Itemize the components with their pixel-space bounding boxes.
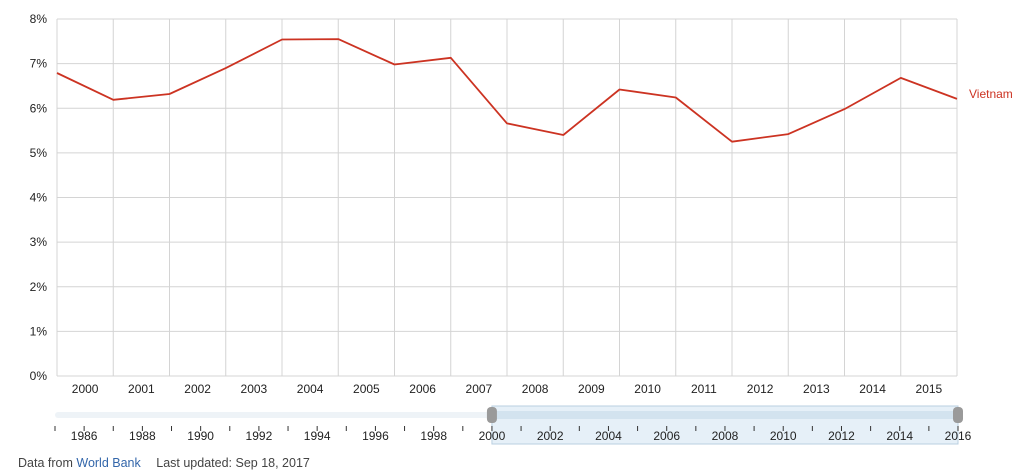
range-tick-label: 2008 (712, 429, 739, 443)
x-tick-label: 2012 (747, 382, 774, 396)
x-tick-label: 2014 (859, 382, 886, 396)
range-tick-label: 1988 (129, 429, 156, 443)
source-link[interactable]: World Bank (76, 456, 141, 470)
range-tick-label: 2002 (537, 429, 564, 443)
range-tick-label: 1990 (187, 429, 214, 443)
range-tick-label: 1998 (420, 429, 447, 443)
range-tick-label: 1986 (71, 429, 98, 443)
x-tick-label: 2003 (241, 382, 268, 396)
x-tick-label: 2013 (803, 382, 830, 396)
y-axis-tick-labels: 0% 1% 2% 3% 4% 5% 6% 7% 8% (30, 12, 48, 383)
x-axis-tick-labels: 2000 2001 2002 2003 2004 2005 2006 2007 2008 2009… (72, 382, 943, 396)
y-tick-label: 3% (30, 235, 48, 249)
x-tick-label: 2009 (578, 382, 605, 396)
range-tick-label: 2014 (886, 429, 913, 443)
x-tick-label: 2007 (466, 382, 493, 396)
range-tick-label: 2006 (653, 429, 680, 443)
range-tick-label: 2010 (770, 429, 797, 443)
y-tick-label: 7% (30, 57, 48, 71)
range-handle-left[interactable] (486, 407, 497, 423)
last-updated: Last updated: Sep 18, 2017 (156, 456, 310, 470)
x-tick-label: 2000 (72, 382, 99, 396)
range-tick-label: 2004 (595, 429, 622, 443)
y-tick-label: 1% (30, 324, 48, 338)
x-tick-label: 2006 (409, 382, 436, 396)
chart-grid (56, 18, 958, 377)
y-tick-label: 4% (30, 191, 48, 205)
x-tick-label: 2015 (916, 382, 943, 396)
range-selector-tick-labels: 1986 1988 1990 1992 1994 1996 1998 2000 2002 2004… (54, 426, 972, 443)
range-tick-label: 1992 (246, 429, 273, 443)
range-tick-label: 1996 (362, 429, 389, 443)
chart-footer: Data from World Bank Last updated: Sep 1… (18, 456, 310, 470)
x-tick-label: 2008 (522, 382, 549, 396)
y-tick-label: 8% (30, 12, 48, 26)
x-tick-label: 2010 (634, 382, 661, 396)
x-tick-label: 2005 (353, 382, 380, 396)
x-tick-label: 2002 (184, 382, 211, 396)
series-line-vietnam (56, 38, 958, 143)
x-tick-label: 2001 (128, 382, 155, 396)
x-tick-label: 2004 (297, 382, 324, 396)
range-tick-label: 2016 (945, 429, 972, 443)
y-tick-label: 5% (30, 146, 48, 160)
range-handle-right[interactable] (953, 407, 963, 423)
range-selector[interactable] (55, 405, 963, 445)
range-tick-label: 2000 (479, 429, 506, 443)
y-tick-label: 6% (30, 101, 48, 115)
line-chart: 0%1%2%3%4%5%6%7%8% 2000 2001 2002 2003 2004 2… (30, 12, 1013, 445)
range-tick-label: 2012 (828, 429, 855, 443)
y-tick-label: 2% (30, 280, 48, 294)
series-label-vietnam: Vietnam (969, 87, 1013, 101)
series-layer: Vietnam (56, 38, 1013, 143)
range-tick-label: 1994 (304, 429, 331, 443)
y-tick-label: 0% (30, 369, 48, 383)
x-tick-label: 2011 (691, 382, 717, 396)
source-prefix: Data from (18, 456, 73, 470)
range-selected-bar[interactable] (491, 411, 958, 419)
